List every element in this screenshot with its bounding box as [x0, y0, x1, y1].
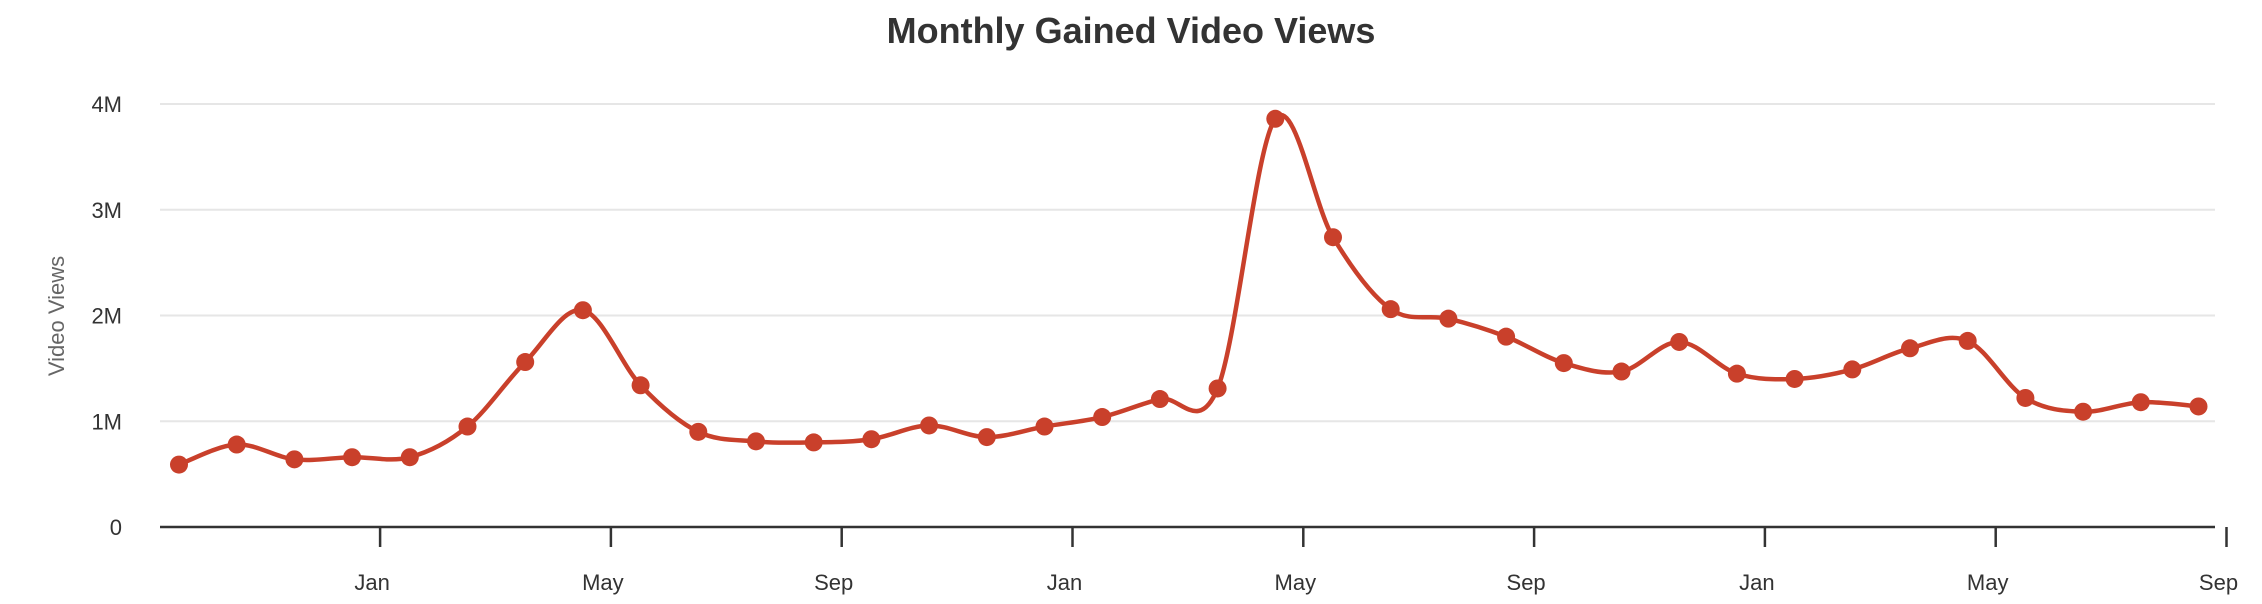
- x-tick-label: May: [582, 570, 624, 595]
- chart-title: Monthly Gained Video Views: [886, 10, 1376, 51]
- data-point[interactable]: [1670, 332, 1689, 351]
- data-point[interactable]: [1843, 360, 1862, 379]
- data-point[interactable]: [400, 448, 419, 467]
- data-point[interactable]: [804, 433, 823, 452]
- data-points: [170, 109, 2208, 474]
- data-point[interactable]: [1266, 109, 1285, 128]
- y-tick-label: 4M: [91, 92, 122, 117]
- data-point[interactable]: [285, 450, 304, 469]
- data-point[interactable]: [1150, 390, 1169, 409]
- data-point[interactable]: [1497, 327, 1516, 346]
- data-point[interactable]: [631, 376, 650, 395]
- data-point[interactable]: [920, 416, 939, 435]
- data-point[interactable]: [862, 430, 881, 449]
- data-point[interactable]: [1958, 331, 1977, 350]
- x-tick-label: Sep: [2199, 570, 2238, 595]
- data-point[interactable]: [977, 428, 996, 447]
- y-tick-label: 2M: [91, 304, 122, 329]
- data-point[interactable]: [689, 422, 708, 441]
- series-line: [178, 113, 2199, 467]
- data-point[interactable]: [573, 301, 592, 320]
- x-tick-label: Jan: [1739, 570, 1774, 595]
- data-point[interactable]: [1439, 309, 1458, 328]
- data-point[interactable]: [227, 435, 246, 454]
- data-point[interactable]: [1093, 408, 1112, 427]
- data-point[interactable]: [747, 432, 765, 451]
- data-point[interactable]: [1612, 362, 1631, 381]
- x-tick-label: May: [1967, 570, 2009, 595]
- data-point[interactable]: [1381, 300, 1400, 319]
- data-point[interactable]: [2189, 397, 2208, 416]
- x-tick-label: Jan: [354, 570, 389, 595]
- data-point[interactable]: [516, 353, 535, 372]
- data-point[interactable]: [343, 448, 362, 467]
- x-tick-label: Sep: [814, 570, 853, 595]
- x-tick-label: Jan: [1047, 570, 1082, 595]
- gridlines: [160, 103, 2215, 423]
- x-tick-label: May: [1275, 570, 1317, 595]
- data-point[interactable]: [2131, 393, 2150, 412]
- y-axis-ticks: 0 1M 2M 3M 4M: [91, 92, 122, 540]
- data-point[interactable]: [458, 417, 477, 436]
- data-point[interactable]: [1035, 417, 1054, 436]
- data-point[interactable]: [1901, 339, 1919, 358]
- y-axis-label: Video Views: [44, 256, 69, 376]
- data-point[interactable]: [1324, 228, 1342, 247]
- y-tick-label: 0: [110, 515, 122, 540]
- x-axis: Jan May Sep Jan May Sep Jan May Sep: [160, 525, 2238, 595]
- y-tick-label: 3M: [91, 198, 122, 223]
- data-point[interactable]: [2016, 388, 2035, 407]
- data-point[interactable]: [1208, 379, 1227, 398]
- data-point[interactable]: [1554, 354, 1573, 373]
- data-point[interactable]: [2074, 402, 2093, 421]
- x-tick-label: Sep: [1507, 570, 1546, 595]
- y-tick-label: 1M: [91, 409, 122, 434]
- data-point[interactable]: [1785, 369, 1804, 388]
- data-point[interactable]: [1727, 364, 1746, 383]
- data-point[interactable]: [170, 455, 188, 474]
